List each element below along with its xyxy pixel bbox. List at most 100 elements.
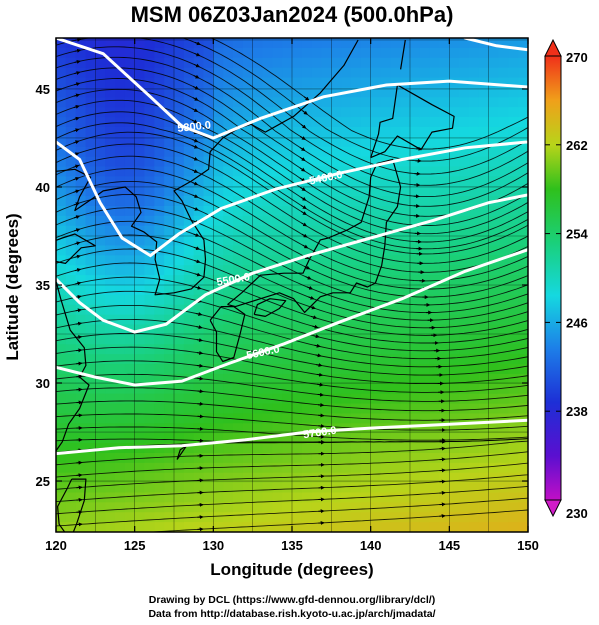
heat-cell bbox=[419, 225, 431, 237]
flow-arrow bbox=[74, 254, 81, 259]
heat-cell bbox=[85, 57, 96, 69]
heat-cell bbox=[115, 57, 126, 69]
heat-cell bbox=[390, 97, 401, 108]
heat-cell bbox=[242, 393, 254, 405]
heat-cell bbox=[95, 205, 106, 217]
heat-cell bbox=[390, 383, 401, 395]
heat-cell bbox=[242, 364, 254, 375]
heat-cell bbox=[498, 67, 509, 79]
heat-cell bbox=[321, 344, 332, 355]
heat-cell bbox=[390, 304, 401, 316]
heat-cell bbox=[174, 107, 185, 118]
heat-cell bbox=[360, 196, 372, 207]
heat-cell bbox=[252, 423, 264, 434]
heat-cell bbox=[56, 413, 67, 424]
heat-cell bbox=[370, 285, 382, 296]
heat-cell bbox=[439, 245, 450, 256]
heat-cell bbox=[85, 433, 96, 444]
heat-cell bbox=[85, 47, 96, 59]
heat-cell bbox=[85, 166, 96, 177]
heat-cell bbox=[213, 324, 224, 335]
heat-cell bbox=[233, 423, 244, 434]
heat-cell bbox=[85, 443, 96, 454]
heat-cell bbox=[105, 403, 116, 415]
streamline bbox=[56, 400, 528, 421]
heat-cell bbox=[429, 176, 441, 187]
heat-cell bbox=[193, 373, 205, 385]
heat-cell bbox=[380, 462, 391, 474]
heat-cell bbox=[242, 87, 254, 98]
heat-cell bbox=[518, 324, 528, 335]
contour-label: 5300.0 bbox=[177, 119, 212, 134]
heat-cell bbox=[439, 413, 450, 424]
heat-cell bbox=[124, 393, 136, 405]
heat-cell bbox=[478, 245, 490, 256]
height-contour bbox=[56, 140, 528, 258]
heat-cell bbox=[301, 205, 313, 217]
heat-cell bbox=[213, 373, 224, 385]
heat-cell bbox=[469, 364, 480, 375]
heat-cell bbox=[223, 265, 234, 276]
streamline bbox=[56, 497, 528, 527]
heat-cell bbox=[400, 304, 411, 316]
heat-cell bbox=[498, 215, 509, 227]
heat-cell bbox=[301, 443, 313, 454]
heat-cell bbox=[400, 344, 411, 355]
heat-cell bbox=[498, 492, 509, 503]
heat-cell bbox=[292, 294, 303, 306]
heat-cell bbox=[154, 304, 165, 316]
heat-cell bbox=[134, 265, 146, 276]
heat-cell bbox=[301, 462, 313, 474]
heat-cell bbox=[331, 324, 342, 335]
height-contour bbox=[56, 193, 528, 334]
heat-cell bbox=[174, 443, 185, 454]
heat-cell bbox=[213, 443, 224, 454]
heat-cell bbox=[242, 403, 254, 415]
heat-cell bbox=[429, 344, 441, 355]
heat-cell bbox=[518, 275, 528, 286]
flow-arrow bbox=[73, 140, 80, 145]
heat-cell bbox=[390, 77, 401, 88]
heat-cell bbox=[429, 403, 441, 415]
flow-arrow bbox=[75, 28, 81, 29]
flow-arrow bbox=[73, 82, 81, 87]
heat-cell bbox=[459, 324, 470, 335]
heat-cell bbox=[360, 482, 372, 494]
heat-cell bbox=[419, 364, 431, 375]
heat-cell bbox=[400, 522, 411, 532]
heat-cell bbox=[242, 107, 254, 118]
heat-cell bbox=[262, 334, 273, 345]
heat-cell bbox=[400, 126, 411, 138]
heat-cell bbox=[65, 512, 77, 523]
flow-arrow bbox=[74, 268, 82, 272]
heat-cell bbox=[134, 373, 146, 385]
heat-cell bbox=[262, 38, 273, 49]
heat-cell bbox=[301, 512, 313, 523]
heat-cell bbox=[351, 304, 362, 316]
heat-cell bbox=[341, 196, 352, 207]
heat-cell bbox=[449, 235, 460, 247]
heat-cell bbox=[292, 443, 303, 454]
heat-cell bbox=[360, 265, 372, 276]
heat-cell bbox=[85, 215, 96, 227]
heat-cell bbox=[498, 443, 509, 454]
heat-cell bbox=[282, 166, 293, 177]
heat-cell bbox=[233, 452, 244, 464]
heat-cell bbox=[351, 502, 362, 513]
heat-cell bbox=[400, 413, 411, 424]
heat-cell bbox=[459, 344, 470, 355]
heat-cell bbox=[370, 462, 382, 474]
heat-cell bbox=[459, 393, 470, 405]
heat-cell bbox=[410, 393, 421, 405]
heat-cell bbox=[429, 265, 441, 276]
heat-cell bbox=[390, 413, 401, 424]
heat-cell bbox=[400, 383, 411, 395]
heat-cell bbox=[341, 285, 352, 296]
heat-cell bbox=[223, 107, 234, 118]
heat-cell bbox=[105, 205, 116, 217]
heat-cell bbox=[56, 512, 67, 523]
heat-cell bbox=[282, 215, 293, 227]
heat-cell bbox=[154, 186, 165, 197]
heat-cell bbox=[144, 215, 155, 227]
